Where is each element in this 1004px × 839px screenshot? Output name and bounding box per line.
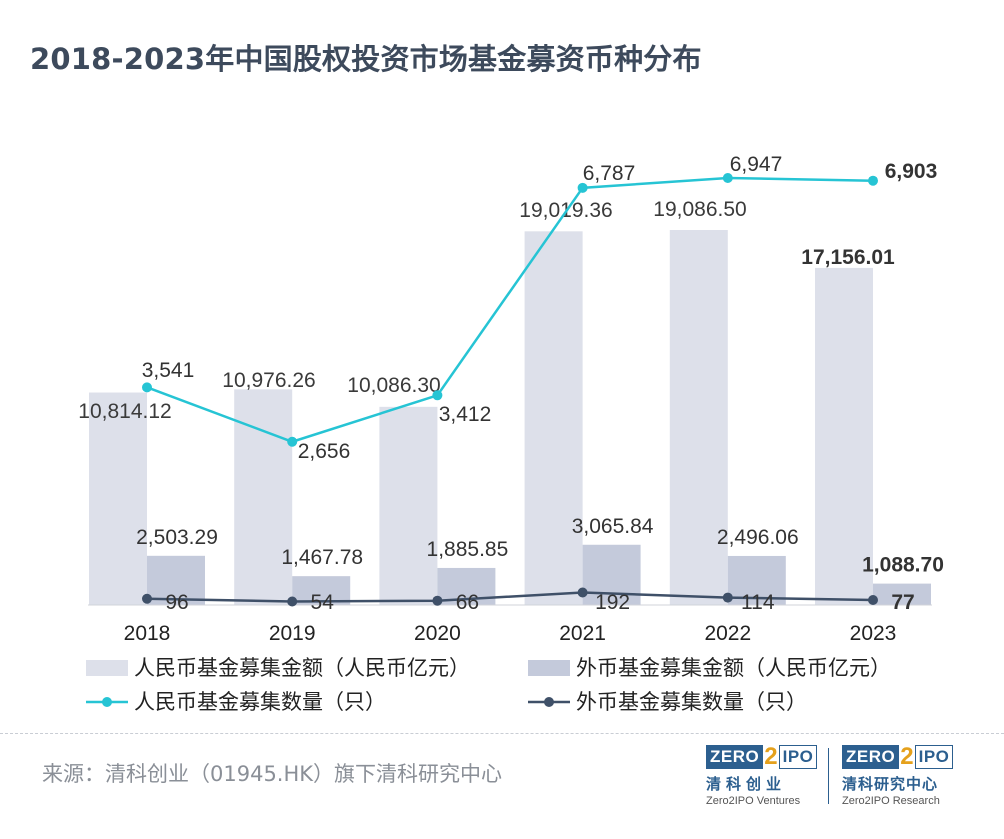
logo-ipo-text: IPO [914,745,954,769]
data-label-fx-count: 114 [741,591,775,614]
x-tick-label: 2020 [414,622,461,645]
marker-fx-count [142,593,152,604]
legend-label-fx-amount: 外币基金募集金额（人民币亿元） [576,656,891,680]
logo-ipo-text: IPO [778,745,818,769]
bar-rmb-amount [379,406,438,605]
legend-swatch-rmb-amount [86,660,128,676]
logo-cn-name: 清科创业 [706,775,787,793]
legend-swatch-fx-count [526,694,572,710]
chart-canvas: 2018 2019 2020 2021 2022 2023 10,814.12 10,976.… [78,153,944,645]
marker-rmb-count [577,182,588,193]
legend-item-fx-count: 外币基金募集数量（只） [526,686,807,716]
legend-swatch-rmb-count [84,694,130,710]
bar-rmb-amount [669,230,728,605]
line-rmb-count [146,176,874,444]
x-tick-label: 2018 [124,622,171,645]
line-fx-count [146,591,874,603]
logo-two-text: 2 [900,743,914,770]
marker-fx-count [577,587,588,598]
marker-fx-count [287,596,298,607]
logo-zero-text: ZERO [706,745,764,769]
marker-rmb-count [432,390,443,401]
marker-rmb-count [142,382,152,393]
data-label-rmb-amount: 17,156.01 [801,246,895,269]
x-tick-label: 2019 [269,622,316,645]
logo-two-text: 2 [764,743,778,770]
data-label-fx-count: 66 [456,591,479,614]
logo-separator [828,748,829,804]
data-label-rmb-count: 3,541 [142,359,195,382]
marker-rmb-count [722,173,733,183]
data-label-fx-amount: 2,496.06 [717,526,799,549]
logo-zero-text: ZERO [842,745,900,769]
marker-fx-count [868,594,878,605]
bar-rmb-amount [234,389,293,605]
logo-en-name: Zero2IPO Ventures [706,795,801,807]
data-label-rmb-amount: 10,086.30 [347,374,440,397]
zero2ipo-research-logo: ZERO 2 IPO 清科研究中心 Zero2IPO Research [842,743,954,807]
x-tick-label: 2021 [559,622,606,645]
data-label-fx-amount: 1,088.70 [862,554,944,577]
x-tick-label: 2022 [704,622,751,645]
data-label-rmb-count: 6,947 [730,153,783,176]
legend-label-fx-count: 外币基金募集数量（只） [576,690,807,714]
data-label-rmb-count: 6,903 [885,160,938,183]
data-label-rmb-amount: 19,086.50 [653,198,746,221]
logo-cn-name: 清科研究中心 [842,775,939,793]
bar-fx-amount [873,583,931,605]
bar-rmb-amount [89,392,147,605]
data-label-rmb-count: 3,412 [439,403,492,426]
bar-rmb-amount [815,267,873,605]
chart-title: 2018-2023年中国股权投资市场基金募资币种分布 [30,42,702,76]
marker-fx-count [432,595,443,606]
zero2ipo-ventures-logo: ZERO 2 IPO 清科创业 Zero2IPO Ventures [706,743,818,807]
data-label-rmb-amount: 10,814.12 [78,400,171,423]
legend-label-rmb-count: 人民币基金募集数量（只） [134,690,386,714]
legend-item-rmb-amount: 人民币基金募集金额（人民币亿元） [86,652,470,682]
data-label-rmb-count: 6,787 [583,162,636,185]
data-label-fx-count: 54 [311,591,335,614]
bar-fx-amount [147,555,205,605]
data-label-fx-amount: 1,467.78 [281,546,363,569]
data-label-fx-amount: 1,885.85 [427,538,509,561]
data-label-fx-count: 96 [165,591,188,614]
data-label-rmb-count: 2,656 [298,440,351,463]
data-label-fx-count: 77 [891,591,914,614]
marker-rmb-count [868,175,878,186]
logo-en-name: Zero2IPO Research [842,795,940,807]
data-label-rmb-amount: 10,976.26 [222,369,315,392]
legend-item-rmb-count: 人民币基金募集数量（只） [84,686,386,716]
data-label-fx-count: 192 [595,591,630,614]
x-tick-label: 2023 [850,622,897,645]
marker-fx-count [722,592,733,603]
marker-rmb-count [287,436,298,447]
source-note: 来源：清科创业（01945.HK）旗下清科研究中心 [42,762,503,786]
legend-label-rmb-amount: 人民币基金募集金额（人民币亿元） [134,656,470,680]
data-label-fx-amount: 2,503.29 [136,526,218,549]
bar-rmb-amount [524,231,583,605]
footer-divider [0,733,1004,734]
data-label-fx-amount: 3,065.84 [572,515,654,538]
legend-item-fx-amount: 外币基金募集金额（人民币亿元） [528,652,891,682]
legend-swatch-fx-amount [528,660,570,676]
